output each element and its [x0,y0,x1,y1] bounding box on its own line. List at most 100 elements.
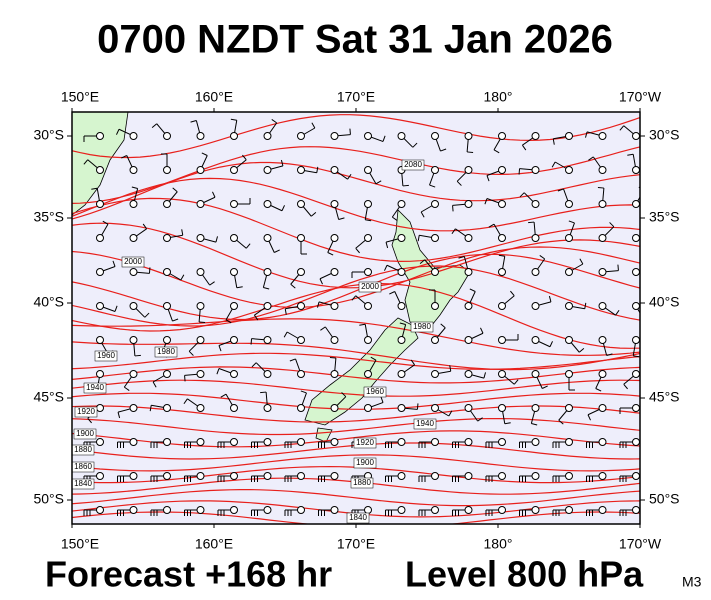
barb-station [498,404,506,412]
barb-station [498,370,506,378]
barb-station [163,166,171,174]
lat-label-left: 45°S [33,389,64,405]
contour-label-box [363,386,387,398]
barb-station [598,506,607,514]
barb-station [364,268,372,276]
barb-feather [375,180,382,185]
wind-barb [150,506,171,516]
barb-station [431,132,439,140]
contour-label-box [72,478,95,490]
barb-feather [649,227,651,233]
wind-barb [551,161,573,174]
barb-feather [117,412,121,419]
barb-feather [355,247,360,254]
wind-barb [464,404,483,422]
barb-feather [549,341,553,347]
wind-barb [484,198,506,208]
wind-barb [290,268,305,289]
barb-station [598,336,607,344]
barb-station [129,438,138,446]
barb-station [565,166,573,174]
contour-label-box [413,418,437,430]
barb-station [565,302,573,310]
contour-label: 1840 [349,513,367,522]
barb-feather [584,302,587,309]
barb-station [129,370,138,378]
barb-station [397,438,406,446]
barb-feather [347,173,352,180]
barb-station [632,132,640,140]
wind-barb [521,132,540,151]
barb-station [498,438,506,446]
lon-label-top: 180° [484,89,513,105]
wind-barb [464,327,484,344]
lon-label-top: 160°E [195,89,233,105]
barb-feather [419,259,426,264]
barb-feather [382,135,386,142]
barb-station [598,132,607,140]
wind-barb [598,336,613,356]
wind-barb [184,506,205,516]
wind-barb [225,302,238,324]
wind-barb [121,155,138,174]
wind-barb [283,331,305,344]
contour [72,379,640,397]
barb-feather [385,242,389,249]
wind-barb [418,438,439,448]
lat-label-left: 35°S [33,209,64,225]
barb-feather [392,216,398,221]
barb-station [364,132,372,140]
wind-barb [419,259,439,276]
barb-feather [579,258,584,265]
wind-barb [464,288,476,310]
wind-barb [284,506,305,516]
contour-label: 1940 [416,419,434,428]
contour [72,430,640,448]
barb-feather [245,243,251,249]
barb-feather [310,212,317,217]
barb-station [565,200,573,208]
wind-barb [161,153,171,174]
barb-station [431,268,439,276]
barb-station [330,404,339,412]
wind-barb [385,438,406,448]
wind-barb [485,506,506,516]
contour-label: 1920 [356,438,374,447]
barb-station [397,234,406,242]
barb-feather [389,291,395,295]
barb-feather [251,362,257,368]
wind-barb [184,472,205,482]
barb-feather [452,205,454,212]
barb-station [196,472,205,480]
wind-barb [230,198,251,208]
barb-feather [327,252,334,256]
wind-barb [619,472,640,482]
barb-feather [440,148,447,152]
barb-feather [587,414,591,421]
barb-feather [351,295,357,301]
wind-barb [216,368,238,378]
barb-station [263,506,272,514]
barb-station [163,132,171,140]
wind-barb [263,159,284,174]
barb-station [129,404,138,412]
barb-station [397,132,406,140]
wind-barb [598,264,619,276]
barb-feather [91,187,98,190]
barb-feather [349,128,351,135]
wind-barb [83,506,104,516]
barb-station [230,200,238,208]
contour-label: 1920 [77,407,95,416]
wind-barb [565,370,575,391]
wind-barb [129,267,151,276]
barb-station [598,166,607,174]
barb-feather [417,235,420,242]
wind-barb [431,132,447,152]
barb-feather [250,338,253,345]
lon-label-top: 170°W [619,89,662,105]
barb-station [498,132,506,140]
wind-barb [595,370,607,392]
wind-barb [458,256,473,276]
barb-feather [220,393,227,398]
contour [72,489,640,507]
